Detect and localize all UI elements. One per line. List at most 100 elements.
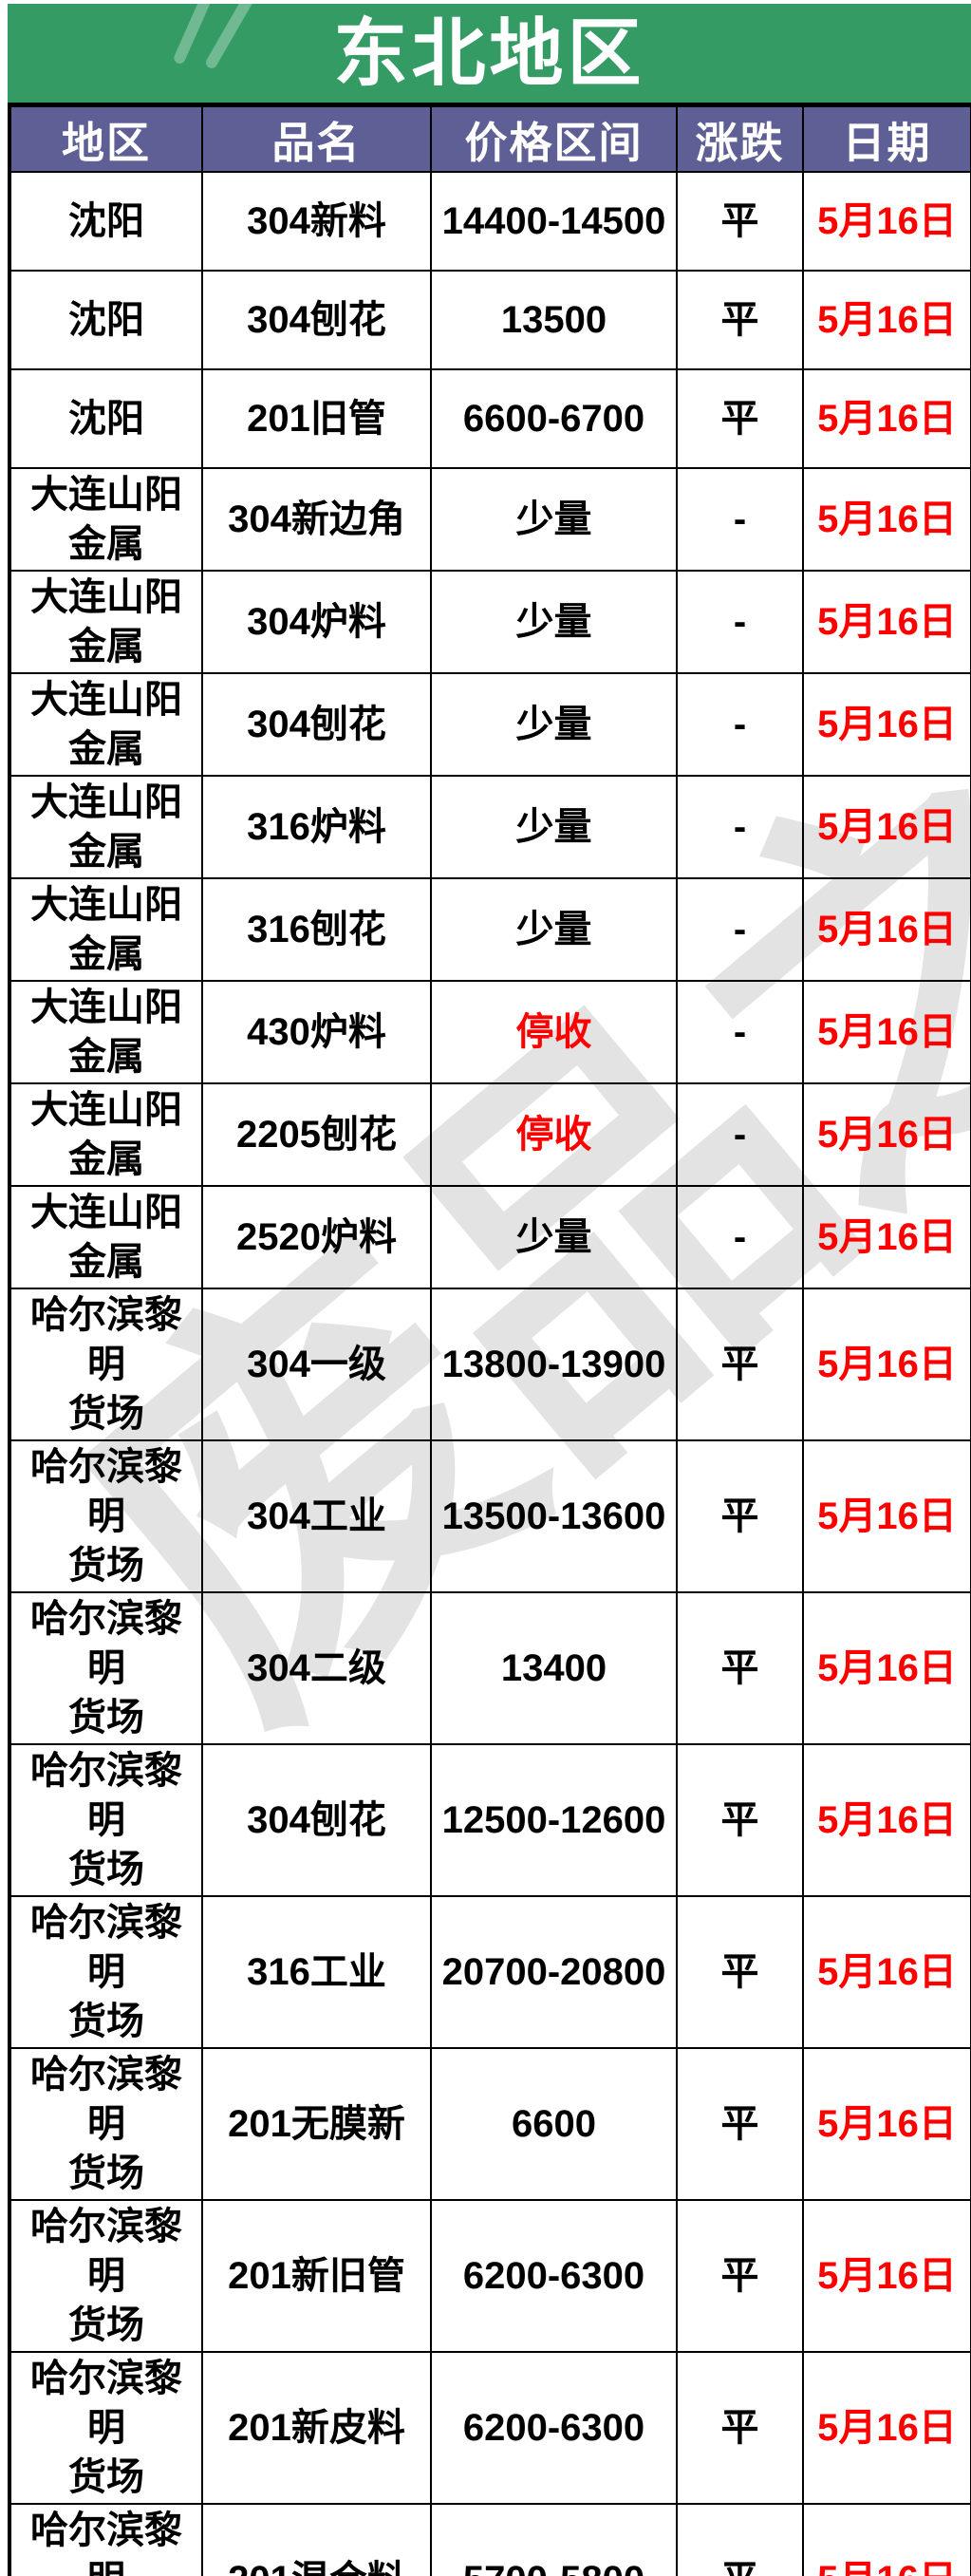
region-cell: 大连山阳 金属 bbox=[9, 467, 203, 572]
date-cell: 5月16日 bbox=[802, 980, 971, 1084]
region-cell: 哈尔滨黎明 货场 bbox=[9, 2199, 203, 2353]
table-row: 大连山阳 金属 304新边角 少量 - 5月16日 bbox=[9, 467, 971, 572]
price-cell: 少量 bbox=[430, 570, 678, 674]
region-cell: 大连山阳 金属 bbox=[9, 980, 203, 1084]
table-body: 沈阳 304新料 14400-14500 平 5月16日 沈阳 304刨花 13… bbox=[9, 171, 971, 2576]
date-cell: 5月16日 bbox=[802, 570, 971, 674]
table-row: 哈尔滨黎明 货场 201混合料 5700-5800 平 5月16日 bbox=[9, 2503, 971, 2576]
change-cell: - bbox=[676, 672, 804, 777]
table-row: 大连山阳 金属 304刨花 少量 - 5月16日 bbox=[9, 672, 971, 777]
date-cell: 5月16日 bbox=[802, 1895, 971, 2049]
region-cell: 哈尔滨黎明 货场 bbox=[9, 1591, 203, 1745]
date-cell: 5月16日 bbox=[802, 1439, 971, 1593]
change-cell: - bbox=[676, 1082, 804, 1187]
col-header-product: 品名 bbox=[201, 103, 432, 173]
product-cell: 2205刨花 bbox=[201, 1082, 432, 1187]
product-cell: 316工业 bbox=[201, 1895, 432, 2049]
table-row: 哈尔滨黎明 货场 201新皮料 6200-6300 平 5月16日 bbox=[9, 2351, 971, 2505]
table-row: 沈阳 201旧管 6600-6700 平 5月16日 bbox=[9, 368, 971, 469]
region-cell: 大连山阳 金属 bbox=[9, 1185, 203, 1289]
col-header-change: 涨跌 bbox=[676, 103, 804, 173]
date-cell: 5月16日 bbox=[802, 2199, 971, 2353]
col-header-region: 地区 bbox=[9, 103, 203, 173]
change-cell: 平 bbox=[676, 1591, 804, 1745]
change-cell: - bbox=[676, 1185, 804, 1289]
price-cell: 5700-5800 bbox=[430, 2503, 678, 2576]
product-cell: 201新皮料 bbox=[201, 2351, 432, 2505]
price-cell: 少量 bbox=[430, 467, 678, 572]
region-cell: 大连山阳 金属 bbox=[9, 672, 203, 777]
price-cell: 少量 bbox=[430, 877, 678, 982]
product-cell: 201混合料 bbox=[201, 2503, 432, 2576]
table-header: 地区 品名 价格区间 涨跌 日期 bbox=[9, 103, 971, 173]
date-cell: 5月16日 bbox=[802, 1591, 971, 1745]
title-watermark-mark bbox=[172, 4, 215, 66]
table-row: 哈尔滨黎明 货场 316工业 20700-20800 平 5月16日 bbox=[9, 1895, 971, 2049]
table-row: 沈阳 304刨花 13500 平 5月16日 bbox=[9, 270, 971, 370]
price-cell: 6200-6300 bbox=[430, 2351, 678, 2505]
change-cell: - bbox=[676, 570, 804, 674]
table-row: 哈尔滨黎明 货场 304一级 13800-13900 平 5月16日 bbox=[9, 1288, 971, 1441]
region-cell: 沈阳 bbox=[9, 368, 203, 469]
product-cell: 304一级 bbox=[201, 1288, 432, 1441]
col-header-date: 日期 bbox=[802, 103, 971, 173]
date-cell: 5月16日 bbox=[802, 1743, 971, 1897]
region-cell: 大连山阳 金属 bbox=[9, 877, 203, 982]
product-cell: 316刨花 bbox=[201, 877, 432, 982]
price-cell: 少量 bbox=[430, 775, 678, 879]
date-cell: 5月16日 bbox=[802, 1288, 971, 1441]
price-table: 地区 品名 价格区间 涨跌 日期 沈阳 304新料 14400-14500 平 … bbox=[8, 103, 971, 2576]
price-cell: 13500-13600 bbox=[430, 1439, 678, 1593]
product-cell: 304工业 bbox=[201, 1439, 432, 1593]
price-cell: 20700-20800 bbox=[430, 1895, 678, 2049]
table-row: 大连山阳 金属 316炉料 少量 - 5月16日 bbox=[9, 775, 971, 879]
product-cell: 2520炉料 bbox=[201, 1185, 432, 1289]
region-cell: 哈尔滨黎明 货场 bbox=[9, 1439, 203, 1593]
date-cell: 5月16日 bbox=[802, 1082, 971, 1187]
product-cell: 304新边角 bbox=[201, 467, 432, 572]
title-bar: 东北地区 bbox=[8, 4, 971, 103]
price-cell: 6600 bbox=[430, 2047, 678, 2201]
change-cell: 平 bbox=[676, 368, 804, 469]
product-cell: 201新旧管 bbox=[201, 2199, 432, 2353]
change-cell: - bbox=[676, 775, 804, 879]
date-cell: 5月16日 bbox=[802, 467, 971, 572]
date-cell: 5月16日 bbox=[802, 877, 971, 982]
date-cell: 5月16日 bbox=[802, 171, 971, 272]
title-watermark-mark bbox=[203, 4, 264, 71]
region-cell: 哈尔滨黎明 货场 bbox=[9, 2503, 203, 2576]
table-row: 哈尔滨黎明 货场 304二级 13400 平 5月16日 bbox=[9, 1591, 971, 1745]
table-row: 沈阳 304新料 14400-14500 平 5月16日 bbox=[9, 171, 971, 272]
product-cell: 430炉料 bbox=[201, 980, 432, 1084]
change-cell: 平 bbox=[676, 1439, 804, 1593]
price-cell: 13500 bbox=[430, 270, 678, 370]
product-cell: 304刨花 bbox=[201, 1743, 432, 1897]
product-cell: 201无膜新 bbox=[201, 2047, 432, 2201]
table-row: 哈尔滨黎明 货场 201新旧管 6200-6300 平 5月16日 bbox=[9, 2199, 971, 2353]
product-cell: 304新料 bbox=[201, 171, 432, 272]
change-cell: 平 bbox=[676, 171, 804, 272]
price-cell: 12500-12600 bbox=[430, 1743, 678, 1897]
table-row: 大连山阳 金属 2520炉料 少量 - 5月16日 bbox=[9, 1185, 971, 1289]
change-cell: 平 bbox=[676, 2199, 804, 2353]
change-cell: 平 bbox=[676, 1288, 804, 1441]
table-row: 哈尔滨黎明 货场 201无膜新 6600 平 5月16日 bbox=[9, 2047, 971, 2201]
price-cell: 14400-14500 bbox=[430, 171, 678, 272]
table-row: 大连山阳 金属 430炉料 停收 - 5月16日 bbox=[9, 980, 971, 1084]
header-row: 地区 品名 价格区间 涨跌 日期 bbox=[9, 103, 971, 173]
change-cell: 平 bbox=[676, 1895, 804, 2049]
change-cell: 平 bbox=[676, 270, 804, 370]
page-title: 东北地区 bbox=[333, 11, 645, 95]
price-cell: 13400 bbox=[430, 1591, 678, 1745]
change-cell: 平 bbox=[676, 2047, 804, 2201]
price-cell: 停收 bbox=[430, 980, 678, 1084]
price-cell: 停收 bbox=[430, 1082, 678, 1187]
table-row: 哈尔滨黎明 货场 304刨花 12500-12600 平 5月16日 bbox=[9, 1743, 971, 1897]
change-cell: 平 bbox=[676, 2351, 804, 2505]
region-cell: 大连山阳 金属 bbox=[9, 775, 203, 879]
price-cell: 少量 bbox=[430, 672, 678, 777]
change-cell: - bbox=[676, 877, 804, 982]
date-cell: 5月16日 bbox=[802, 270, 971, 370]
